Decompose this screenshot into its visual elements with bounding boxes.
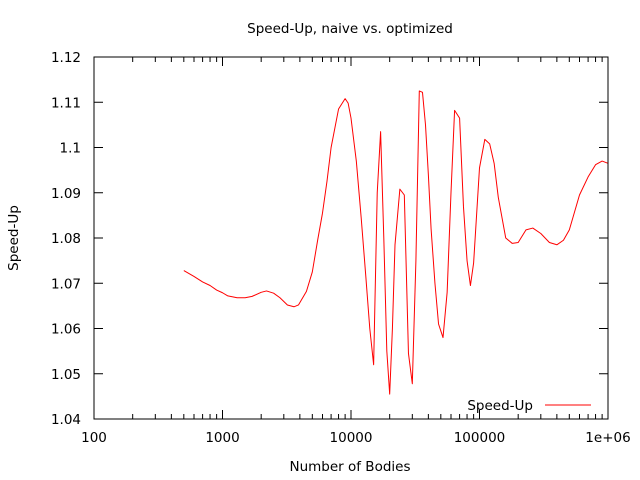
y-tick-label: 1.07 xyxy=(51,276,81,292)
y-tick-label: 1.11 xyxy=(51,95,81,111)
series-layer xyxy=(183,90,609,395)
y-tick-label: 1.09 xyxy=(51,186,81,202)
y-tick-label: 1.12 xyxy=(51,50,81,66)
y-tick-label: 1.06 xyxy=(51,322,81,338)
axis-ticks: 1.04 1.05 1.06 1.07 1.08 1.09 1.1 1.11 1.12 100 10… xyxy=(51,50,631,446)
y-tick-label: 1.1 xyxy=(60,141,81,157)
chart-title: Speed-Up, naive vs. optimized xyxy=(247,21,453,37)
legend-label: Speed-Up xyxy=(467,398,533,414)
x-tick-label: 100 xyxy=(81,430,107,446)
x-tick-label: 1e+06 xyxy=(585,430,630,446)
y-tick-label: 1.08 xyxy=(51,231,81,247)
x-tick-label: 10000 xyxy=(330,430,373,446)
x-tick-label: 1000 xyxy=(205,430,239,446)
y-axis-label: Speed-Up xyxy=(6,205,22,271)
x-axis-label: Number of Bodies xyxy=(289,459,410,475)
series-line-speed-up xyxy=(183,90,609,395)
plot-frame xyxy=(93,56,609,420)
x-tick-label: 100000 xyxy=(454,430,506,446)
y-tick-label: 1.05 xyxy=(51,367,81,383)
legend: Speed-Up xyxy=(467,398,591,414)
y-tick-label: 1.04 xyxy=(51,412,81,428)
